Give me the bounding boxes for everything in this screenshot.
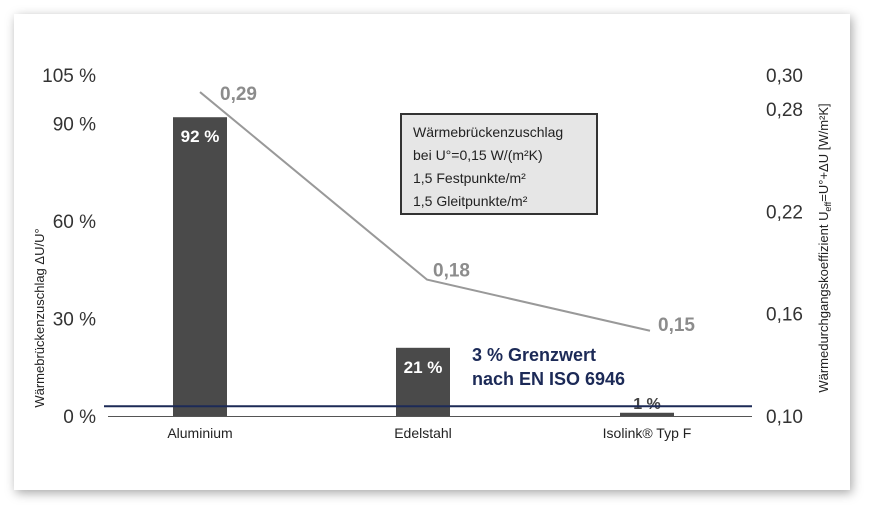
reference-line-label: nach EN ISO 6946 [472, 369, 625, 389]
left-axis-tick-label: 60 % [53, 212, 96, 233]
line-value-label: 0,15 [658, 315, 695, 336]
right-axis-title: Wärmedurchgangskoeffizient Ueff=U°+ΔU [W… [816, 103, 833, 392]
left-axis-tick-label: 30 % [53, 310, 96, 331]
bar [173, 117, 227, 416]
right-axis-tick-label: 0,10 [766, 407, 803, 428]
bar [396, 347, 450, 416]
bar [620, 412, 674, 416]
bar-value-label: 21 % [404, 358, 443, 377]
right-axis-title-part: =U°+ΔU [W/m²K] [816, 103, 831, 201]
left-axis-tick-label: 90 % [53, 115, 96, 136]
right-axis-title-subscript: eff [823, 201, 833, 211]
line-value-label: 0,18 [433, 261, 470, 282]
left-axis-tick-label: 0 % [63, 407, 96, 428]
reference-line-label: 3 % Grenzwert [472, 345, 596, 365]
category-label: Aluminium [167, 425, 232, 441]
left-axis-title: Wärmebrückenzuschlag ΔU/U° [32, 228, 47, 407]
info-box-line: bei U°=0,15 W/(m²K) [413, 147, 543, 163]
right-axis-title-part: Wärmedurchgangskoeffizient U [816, 212, 831, 393]
line-series-path [199, 91, 651, 332]
category-label: Edelstahl [394, 425, 452, 441]
bar-value-label: 92 % [181, 127, 220, 146]
right-axis-tick-label: 0,30 [766, 66, 803, 87]
right-axis-tick-label: 0,28 [766, 100, 803, 121]
category-label: Isolink® Typ F [603, 425, 692, 441]
left-axis-tick-label: 105 % [42, 66, 96, 87]
info-box-line: 1,5 Gleitpunkte/m² [413, 193, 528, 209]
right-axis-tick-label: 0,22 [766, 202, 803, 223]
line-value-label: 0,29 [220, 84, 257, 105]
info-box-line: Wärmebrückenzuschlag [413, 124, 563, 140]
right-axis-tick-label: 0,16 [766, 305, 803, 326]
info-box-line: 1,5 Festpunkte/m² [413, 170, 526, 186]
bar-value-label: 1 % [633, 396, 661, 413]
info-box: Wärmebrückenzuschlag bei U°=0,15 W/(m²K)… [400, 113, 598, 215]
